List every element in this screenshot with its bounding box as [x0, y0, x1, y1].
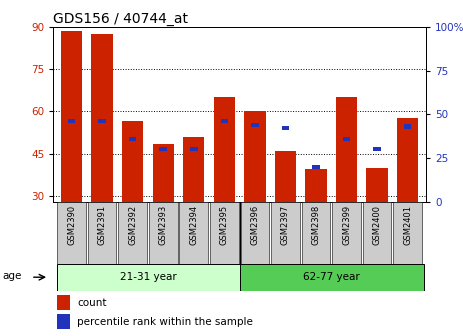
Text: GSM2401: GSM2401 — [403, 205, 412, 245]
Text: GSM2397: GSM2397 — [281, 205, 290, 245]
Bar — [251, 123, 259, 127]
Bar — [373, 147, 381, 151]
Bar — [220, 119, 228, 123]
FancyBboxPatch shape — [210, 202, 239, 264]
Bar — [152, 144, 174, 202]
FancyBboxPatch shape — [271, 202, 300, 264]
FancyBboxPatch shape — [301, 202, 330, 264]
Bar — [404, 124, 411, 129]
FancyBboxPatch shape — [240, 202, 269, 264]
FancyBboxPatch shape — [332, 202, 361, 264]
Bar — [183, 137, 205, 202]
Bar — [57, 264, 240, 291]
Bar — [190, 147, 198, 151]
Text: GSM2392: GSM2392 — [128, 205, 137, 245]
Text: GSM2393: GSM2393 — [159, 205, 168, 245]
Bar — [68, 119, 75, 123]
FancyBboxPatch shape — [149, 202, 178, 264]
FancyBboxPatch shape — [57, 202, 86, 264]
FancyBboxPatch shape — [180, 202, 208, 264]
Text: percentile rank within the sample: percentile rank within the sample — [77, 317, 253, 327]
Bar — [98, 119, 106, 123]
Bar — [240, 264, 424, 291]
FancyBboxPatch shape — [88, 202, 117, 264]
Bar — [282, 126, 289, 130]
Bar — [244, 112, 266, 202]
Text: GSM2399: GSM2399 — [342, 205, 351, 245]
Bar — [343, 137, 350, 141]
Text: GDS156 / 40744_at: GDS156 / 40744_at — [53, 12, 188, 26]
Bar — [57, 295, 70, 310]
Bar — [336, 97, 357, 202]
Bar — [275, 151, 296, 202]
Text: GSM2396: GSM2396 — [250, 205, 259, 245]
Bar — [397, 119, 419, 202]
Bar — [366, 168, 388, 202]
Text: 21-31 year: 21-31 year — [120, 272, 177, 282]
Text: count: count — [77, 298, 107, 308]
Bar — [213, 97, 235, 202]
Text: age: age — [3, 271, 22, 281]
FancyBboxPatch shape — [119, 202, 147, 264]
Bar — [91, 34, 113, 202]
FancyBboxPatch shape — [363, 202, 391, 264]
FancyBboxPatch shape — [393, 202, 422, 264]
Text: GSM2398: GSM2398 — [312, 205, 320, 245]
Text: GSM2391: GSM2391 — [98, 205, 106, 245]
Bar — [159, 147, 167, 151]
Text: GSM2394: GSM2394 — [189, 205, 198, 245]
Bar — [129, 137, 137, 141]
Text: GSM2400: GSM2400 — [373, 205, 382, 245]
Bar — [312, 165, 320, 169]
Text: GSM2390: GSM2390 — [67, 205, 76, 245]
Text: 62-77 year: 62-77 year — [303, 272, 360, 282]
Bar — [57, 314, 70, 329]
Bar — [122, 121, 144, 202]
Bar — [305, 169, 327, 202]
Text: GSM2395: GSM2395 — [220, 205, 229, 245]
Bar — [61, 31, 82, 202]
